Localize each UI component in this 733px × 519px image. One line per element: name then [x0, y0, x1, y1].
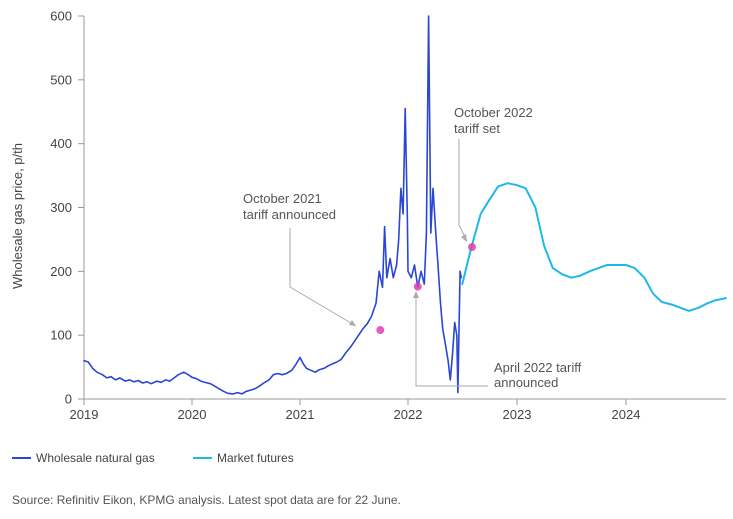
- annotations: October 2021 tariff announced April 2022…: [243, 105, 582, 390]
- x-tick-label: 2023: [503, 407, 532, 422]
- annotation-oct-2021-line1: October 2021: [243, 191, 322, 206]
- annotation-apr-2022-line2: announced: [494, 375, 558, 390]
- y-tick-label: 500: [50, 72, 72, 87]
- y-tick-label: 100: [50, 328, 72, 343]
- y-tick-label: 0: [65, 392, 72, 407]
- x-tick-label: 2020: [178, 407, 207, 422]
- series-layer: [83, 15, 727, 395]
- source-note: Source: Refinitiv Eikon, KPMG analysis. …: [12, 493, 401, 507]
- leader-arrow-oct-2022: [461, 234, 467, 242]
- series-line-wholesale: [83, 15, 463, 395]
- event-markers: [376, 243, 477, 335]
- leader-line-oct-2022: [458, 139, 468, 242]
- legend: Wholesale natural gas Market futures: [12, 451, 294, 465]
- x-tick-label: 2022: [394, 407, 423, 422]
- annotation-apr-2022-line1: April 2022 tariff: [494, 360, 582, 375]
- leader-arrow-apr-2022: [413, 291, 419, 298]
- x-tick-label: 2019: [70, 407, 99, 422]
- annotation-oct-2022-line1: October 2022: [454, 105, 533, 120]
- x-tick-label: 2024: [612, 407, 641, 422]
- x-tick-label: 2021: [286, 407, 315, 422]
- leader-arrow-oct-2021: [349, 320, 356, 326]
- y-tick-label: 300: [50, 200, 72, 215]
- series-line-futures: [461, 182, 727, 312]
- axes: 0 100 200 300 400 500 600 2019 2020 2021 2022 2023 2…: [50, 9, 726, 422]
- april-2022-marker: [413, 282, 422, 291]
- leader-line-apr-2022: [415, 292, 488, 387]
- y-tick-label: 200: [50, 264, 72, 279]
- leader-line-oct-2021: [289, 228, 357, 327]
- october-2022-marker: [468, 243, 477, 252]
- y-tick-label: 400: [50, 136, 72, 151]
- legend-label-futures: Market futures: [217, 451, 294, 465]
- annotation-oct-2021-line2: tariff announced: [243, 207, 336, 222]
- annotation-oct-2022-line2: tariff set: [454, 121, 500, 136]
- october-2021-marker: [376, 326, 385, 335]
- legend-label-wholesale: Wholesale natural gas: [36, 451, 155, 465]
- y-tick-label: 600: [50, 9, 72, 24]
- y-axis-title: Wholesale gas price, p/th: [10, 143, 25, 289]
